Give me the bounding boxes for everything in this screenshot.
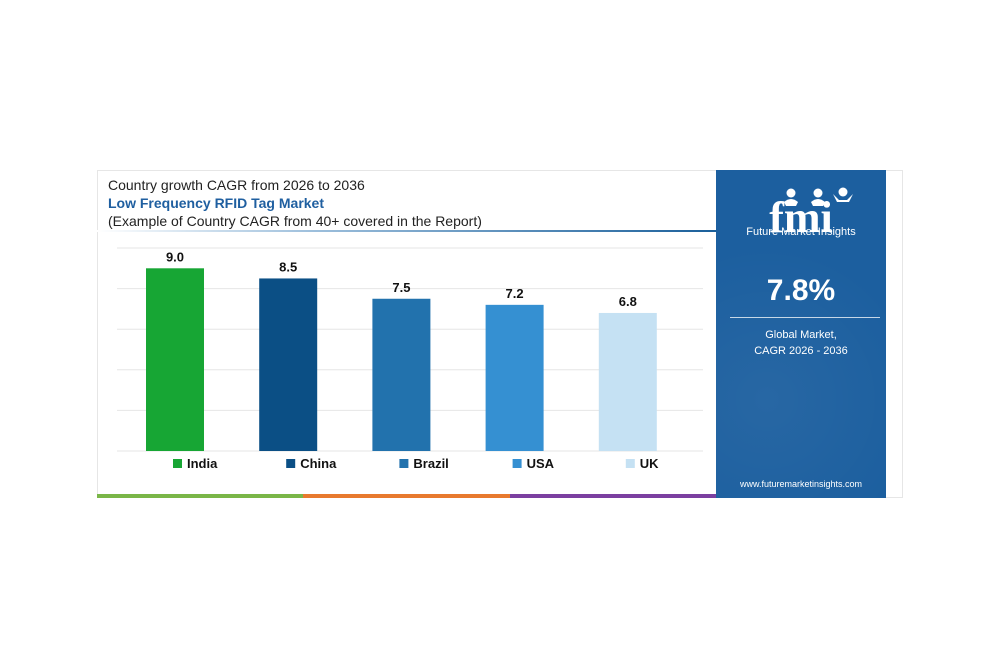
header-divider <box>97 230 716 232</box>
chart-subtitle: Country growth CAGR from 2026 to 2036 <box>108 177 365 193</box>
strip-segment-green <box>97 494 304 498</box>
data-label-brazil: 7.5 <box>392 280 410 295</box>
sidebar-panel: fmi Future Market Insights 7.8% Global M… <box>716 170 886 498</box>
kpi-divider <box>730 317 880 318</box>
bar-china <box>259 278 318 451</box>
kpi-label-line2: CAGR 2026 - 2036 <box>754 345 848 357</box>
bar-india <box>146 268 204 451</box>
strip-segment-orange <box>303 494 510 498</box>
bar-chart: 9.0 India 8.5 China 7.5 Brazil 7.2 USA 6.8 UK <box>117 247 703 471</box>
legend-swatch-india <box>173 459 182 468</box>
chart-note: (Example of Country CAGR from 40+ covere… <box>108 213 482 229</box>
data-label-india: 9.0 <box>166 249 184 264</box>
legend-swatch-uk <box>625 459 635 468</box>
legend-label-china: China <box>300 456 337 471</box>
legend-label-india: India <box>187 456 218 471</box>
brand-name: Future Market Insights <box>746 226 856 238</box>
global-cagr-value: 7.8% <box>766 274 836 307</box>
legend-swatch-china <box>286 459 296 468</box>
bar-usa <box>485 304 544 451</box>
legend-swatch-usa <box>512 459 522 468</box>
legend-label-usa: USA <box>527 456 555 471</box>
data-label-uk: 6.8 <box>619 294 637 309</box>
bar-uk <box>598 312 657 451</box>
global-cagr-label: Global Market, CAGR 2026 - 2036 <box>716 327 886 359</box>
bar-brazil <box>372 298 431 451</box>
strip-segment-purple <box>509 494 716 498</box>
data-label-usa: 7.2 <box>506 286 524 301</box>
bottom-color-strip <box>97 494 716 498</box>
legend-label-uk: UK <box>640 456 659 471</box>
legend-label-brazil: Brazil <box>413 456 448 471</box>
chart-title: Low Frequency RFID Tag Market <box>108 195 324 211</box>
fmi-logo-icon: fmi <box>769 187 853 242</box>
website-link[interactable]: www.futuremarketinsights.com <box>739 479 863 489</box>
data-label-china: 8.5 <box>279 259 297 274</box>
legend-swatch-brazil <box>399 459 409 468</box>
kpi-label-line1: Global Market, <box>765 329 837 341</box>
logo-text: fmi <box>769 193 833 242</box>
